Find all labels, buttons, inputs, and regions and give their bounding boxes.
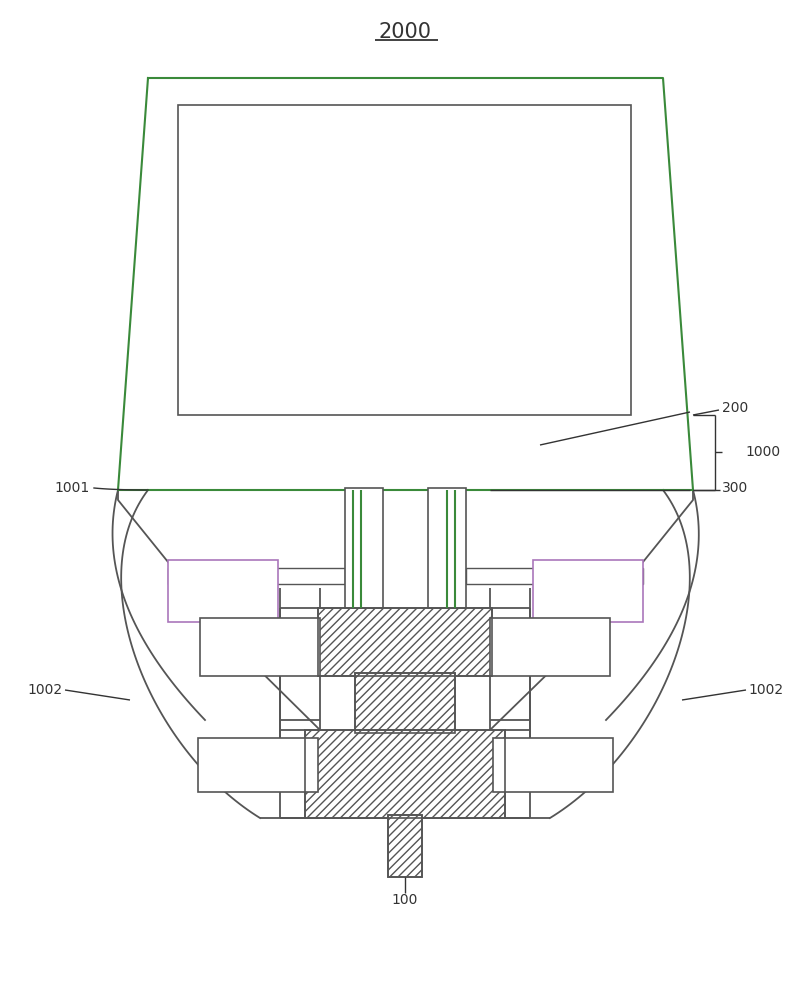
Text: 2: 2 [358,539,369,557]
Text: 100: 100 [392,893,418,907]
Bar [355,673,455,733]
Bar [168,560,278,622]
Text: 5: 5 [544,638,556,656]
Bar [388,815,422,877]
Text: 4: 4 [582,582,594,600]
Bar [355,673,455,733]
Bar [388,815,422,877]
Bar [493,738,613,792]
Bar [178,105,631,415]
Bar [428,488,466,608]
Text: 7: 7 [252,756,264,774]
Bar [318,608,492,676]
Bar [355,673,455,733]
Bar [318,608,492,676]
Text: 4: 4 [217,582,229,600]
Bar [388,815,422,877]
Text: 1002: 1002 [28,683,63,697]
Text: 5: 5 [255,638,266,656]
Bar [466,568,643,584]
Bar [345,488,383,608]
Bar [318,608,492,676]
Bar [200,618,320,676]
Text: 200: 200 [722,401,749,415]
Text: 7: 7 [547,756,559,774]
Bar [490,618,610,676]
Text: 1002: 1002 [748,683,783,697]
Text: 2000: 2000 [379,22,431,42]
Bar [168,568,345,584]
Bar [305,730,505,818]
Text: 2: 2 [442,539,453,557]
Text: 300: 300 [722,481,749,495]
Text: 1000: 1000 [745,445,780,459]
Text: 1001: 1001 [55,481,90,495]
Bar [305,730,505,818]
Bar [533,560,643,622]
Bar [198,738,318,792]
Bar [305,730,505,818]
